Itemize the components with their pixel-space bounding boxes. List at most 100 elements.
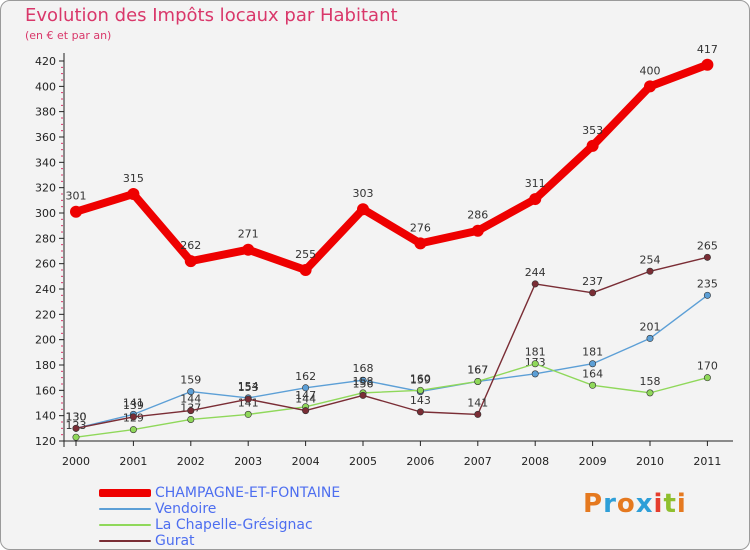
data-label: 162 — [295, 370, 316, 383]
logo-letter: i — [676, 489, 687, 519]
y-tick-label: 260 — [35, 258, 56, 271]
data-point — [70, 205, 82, 218]
data-point — [474, 410, 482, 418]
data-point — [471, 224, 484, 237]
data-label: 144 — [295, 393, 316, 406]
x-tick-label: 2003 — [234, 455, 262, 468]
y-tick-label: 140 — [35, 410, 56, 423]
y-tick-label: 120 — [35, 435, 56, 448]
series-line — [72, 60, 712, 274]
data-point — [187, 407, 195, 415]
data-label: 167 — [467, 363, 488, 376]
y-tick-label: 380 — [35, 106, 56, 119]
data-point — [531, 280, 539, 288]
data-label: 276 — [410, 221, 431, 234]
data-label: 170 — [697, 360, 718, 373]
data-label: 141 — [467, 396, 488, 409]
data-point — [646, 389, 654, 397]
series-line — [75, 256, 709, 430]
data-point — [529, 193, 542, 206]
y-tick-label: 320 — [35, 182, 56, 195]
data-point — [187, 388, 195, 396]
data-label: 265 — [697, 239, 718, 252]
data-label: 159 — [410, 374, 431, 387]
data-label: 139 — [123, 399, 144, 412]
data-point — [72, 424, 80, 432]
data-label: 255 — [295, 248, 316, 261]
data-label: 237 — [582, 275, 603, 288]
data-point — [414, 237, 427, 250]
data-label: 181 — [525, 346, 546, 359]
data-point — [359, 391, 367, 399]
logo-letter: x — [635, 489, 654, 519]
data-label: 158 — [640, 375, 661, 388]
data-label: 158 — [353, 375, 374, 388]
data-label: 143 — [410, 394, 431, 407]
data-label: 254 — [640, 253, 661, 266]
data-label: 235 — [697, 277, 718, 290]
logo-letter: i — [653, 489, 664, 519]
data-point — [302, 384, 310, 392]
data-point — [646, 267, 654, 275]
data-point — [703, 253, 711, 261]
legend-swatch-vendoire — [99, 508, 151, 510]
data-label: 156 — [353, 377, 374, 390]
data-label: 262 — [180, 239, 201, 252]
data-label: 160 — [410, 372, 431, 385]
x-tick-label: 2002 — [177, 455, 205, 468]
y-tick-label: 200 — [35, 334, 56, 347]
data-label: 286 — [467, 209, 488, 222]
y-tick-label: 280 — [35, 232, 56, 245]
x-tick-label: 2009 — [579, 455, 607, 468]
data-label: 311 — [525, 177, 546, 190]
data-point — [589, 381, 597, 389]
data-label: 144 — [180, 393, 201, 406]
data-point — [244, 395, 252, 403]
logo-letter: o — [616, 489, 636, 519]
data-label: 400 — [640, 64, 661, 77]
data-label: 153 — [238, 381, 259, 394]
y-tick-label: 180 — [35, 359, 56, 372]
chart-subtitle: (en € et par an) — [25, 29, 112, 42]
data-point — [703, 291, 711, 299]
x-tick-label: 2001 — [119, 455, 147, 468]
data-point — [242, 243, 255, 256]
x-tick-label: 2006 — [406, 455, 434, 468]
data-point — [586, 139, 599, 152]
legend-swatch-la-chapelle — [99, 524, 151, 526]
logo-letter: r — [603, 489, 617, 519]
y-tick-label: 160 — [35, 384, 56, 397]
data-point — [531, 360, 539, 368]
data-point — [244, 410, 252, 418]
chart-title: Evolution des Impôts locaux par Habitant — [25, 5, 398, 26]
legend-swatch-gurat — [99, 540, 151, 542]
data-label: 141 — [123, 396, 144, 409]
data-point — [416, 386, 424, 394]
x-tick-label: 2010 — [636, 455, 664, 468]
x-tick-label: 2005 — [349, 455, 377, 468]
data-point — [129, 426, 137, 434]
logo-letter: t — [663, 489, 677, 519]
y-tick-label: 220 — [35, 308, 56, 321]
y-tick-label: 420 — [35, 55, 56, 68]
y-tick-label: 300 — [35, 207, 56, 220]
data-label: 417 — [697, 43, 718, 56]
data-point — [359, 376, 367, 384]
data-label: 147 — [295, 389, 316, 402]
data-label: 130 — [66, 410, 87, 423]
legend-label-gurat: Gurat — [155, 533, 195, 549]
data-label: 181 — [582, 346, 603, 359]
data-label: 130 — [66, 410, 87, 423]
data-point — [129, 413, 137, 421]
data-point — [474, 377, 482, 385]
data-label: 353 — [582, 124, 603, 137]
data-label: 303 — [353, 187, 374, 200]
legend-label-la-chapelle: La Chapelle-Grésignac — [155, 517, 313, 533]
x-tick-label: 2000 — [62, 455, 90, 468]
x-tick-label: 2011 — [693, 455, 721, 468]
data-label: 168 — [353, 362, 374, 375]
data-label: 159 — [180, 374, 201, 387]
data-point — [72, 433, 80, 441]
data-point — [187, 415, 195, 423]
